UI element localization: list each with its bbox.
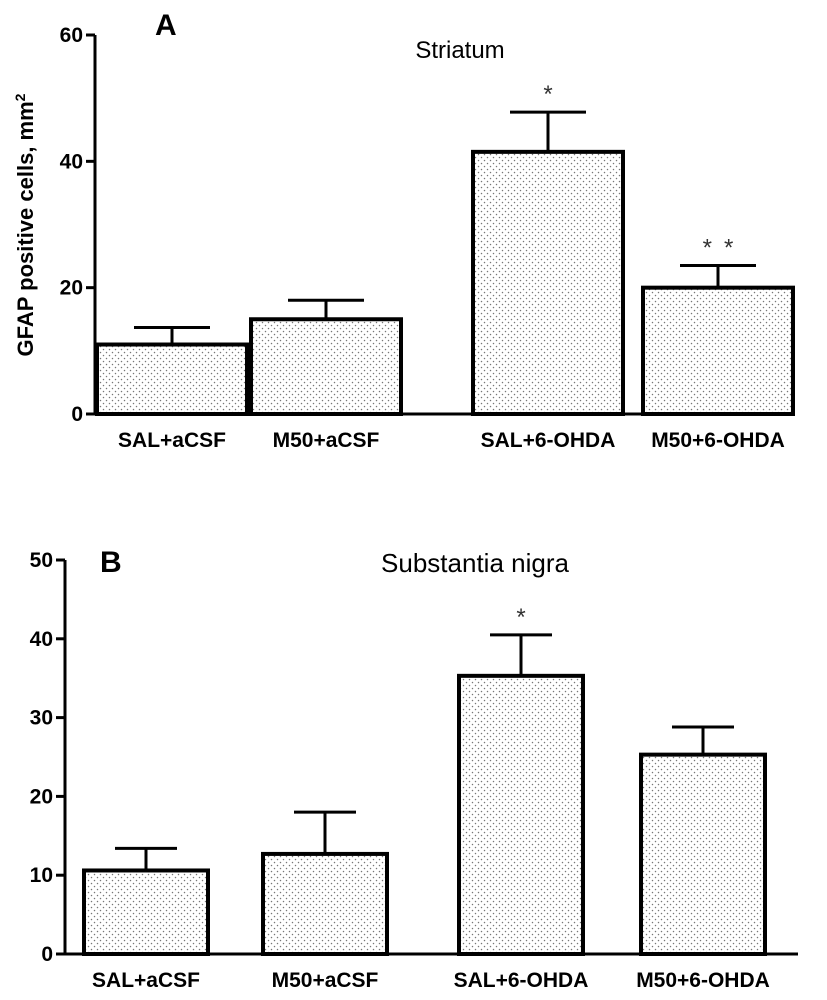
panel-a-y-axis-label-superscript: 2	[12, 93, 28, 101]
panel-b-bar	[457, 673, 585, 956]
panel-b-title: Substantia nigra	[381, 548, 569, 578]
panel-b-x-tick-label: SAL+6-OHDA	[454, 969, 589, 992]
panel-a-x-tick-label: M50+aCSF	[273, 429, 380, 452]
panel-b-x-tick-label: SAL+aCSF	[92, 969, 200, 992]
panel-b-y-tick-label: 20	[30, 785, 53, 808]
panel-a-significance-marker: *	[543, 81, 552, 108]
panel-a-y-tick-label: 60	[60, 24, 83, 47]
panel-a-y-tick-label: 40	[60, 150, 83, 173]
panel-a-bar	[471, 149, 625, 416]
panel-a-bar	[641, 285, 795, 416]
panel-b-plot-area: 0 10 20 30 40 50 SAL+aCSF M50+aCSF SAL+6-OHDA * M5…	[30, 549, 798, 992]
panel-b-chart: B Substantia nigra 0 10 20 30 40 50 SAL+aCSF M5…	[30, 546, 798, 992]
panel-b-x-tick-label: M50+6-OHDA	[636, 969, 770, 992]
panel-a-bar	[95, 342, 249, 416]
panel-a-x-tick-label: SAL+6-OHDA	[481, 429, 616, 452]
panel-b-label: B	[100, 546, 122, 579]
panel-a-x-tick-label: SAL+aCSF	[118, 429, 226, 452]
panel-a-y-axis-label-text: GFAP positive cells, mm	[13, 101, 38, 356]
panel-b-y-tick-label: 10	[30, 864, 53, 887]
panel-a-bar	[249, 317, 403, 416]
panel-a-significance-marker: * *	[703, 235, 734, 262]
panel-b-y-tick-label: 40	[30, 628, 53, 651]
panel-b-x-tick-label: M50+aCSF	[272, 969, 379, 992]
panel-a-title: Striatum	[415, 37, 504, 64]
panel-b-bar	[639, 752, 767, 956]
panel-a-x-tick-label: M50+6-OHDA	[651, 429, 785, 452]
panel-b-y-tick-label: 30	[30, 707, 53, 730]
panel-b-bar	[261, 851, 389, 957]
panel-b-significance-marker: *	[516, 604, 525, 631]
panel-b-bar	[82, 868, 210, 956]
panel-a-plot-area: 0 20 40 60 SAL+aCSF M50+aCSF SAL+6-OHDA * M50+6-…	[60, 24, 795, 452]
panel-a-y-axis-label: GFAP positive cells, mm2	[12, 93, 38, 356]
panel-a-y-tick-label: 0	[71, 403, 83, 426]
panel-b-y-tick-label: 50	[30, 549, 53, 572]
panel-a-chart: A Striatum GFAP positive cells, mm2 0 20 4…	[12, 9, 795, 452]
panel-b-y-tick-label: 0	[41, 943, 53, 966]
panel-a-label: A	[155, 9, 177, 42]
panel-a-y-tick-label: 20	[60, 277, 83, 300]
